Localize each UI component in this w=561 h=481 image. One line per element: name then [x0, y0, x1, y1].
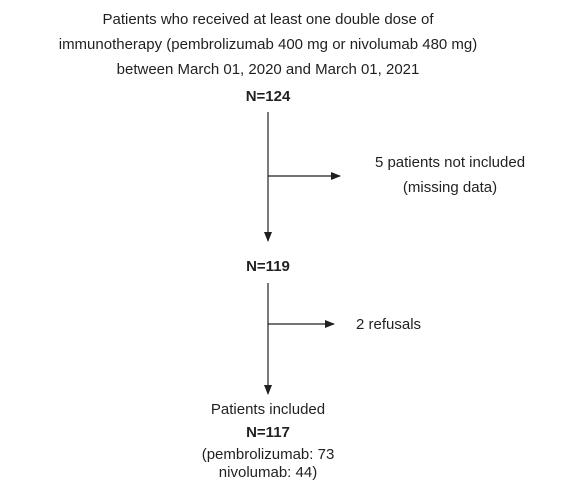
- node-count: N=117: [246, 424, 290, 441]
- node-text: Patients included: [211, 401, 325, 418]
- node-text: Patients who received at least one doubl…: [102, 11, 434, 28]
- node-detail: nivolumab: 44): [219, 464, 317, 481]
- node-text: immunotherapy (pembrolizumab 400 mg or n…: [59, 36, 478, 53]
- node-text: between March 01, 2020 and March 01, 202…: [117, 61, 420, 78]
- node-detail: (pembrolizumab: 73: [202, 446, 335, 463]
- exclusion-text: 2 refusals: [356, 316, 421, 333]
- exclusion-text: 5 patients not included: [375, 154, 525, 171]
- node-count: N=124: [246, 88, 291, 105]
- exclusion-text: (missing data): [403, 179, 497, 196]
- node-count: N=119: [246, 258, 290, 275]
